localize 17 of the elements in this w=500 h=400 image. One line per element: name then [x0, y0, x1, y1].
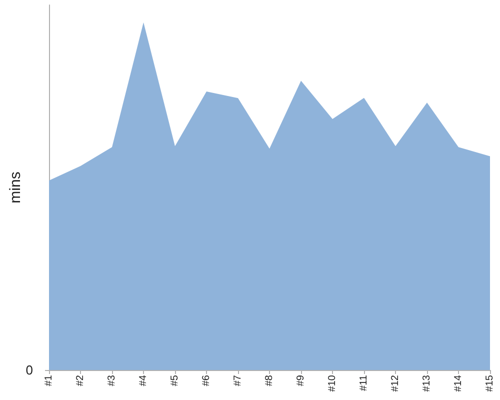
x-tick-label: #2 — [75, 374, 86, 386]
x-tick-label: #9 — [296, 374, 306, 386]
x-tick-label: #11 — [358, 374, 370, 391]
x-tick-label: #7 — [232, 374, 244, 386]
x-tick-label: #3 — [106, 374, 118, 386]
x-tick-label: #6 — [201, 374, 212, 386]
x-tick-label: #8 — [264, 374, 275, 386]
x-tick-label: #12 — [390, 374, 401, 392]
x-tick-label: #13 — [422, 374, 432, 392]
x-tick-label: #15 — [484, 374, 496, 392]
x-tick-label: #10 — [327, 374, 338, 392]
y-axis-title: mins — [7, 172, 24, 204]
text: 0 — [26, 362, 33, 378]
x-tick-label: #1 — [44, 374, 54, 386]
x-tick-label: #4 — [138, 374, 149, 386]
x-tick-label: #14 — [453, 374, 464, 392]
x-tick-label: #5 — [170, 374, 180, 386]
